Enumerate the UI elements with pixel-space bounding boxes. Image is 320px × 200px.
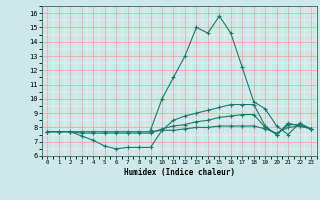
X-axis label: Humidex (Indice chaleur): Humidex (Indice chaleur) <box>124 168 235 177</box>
